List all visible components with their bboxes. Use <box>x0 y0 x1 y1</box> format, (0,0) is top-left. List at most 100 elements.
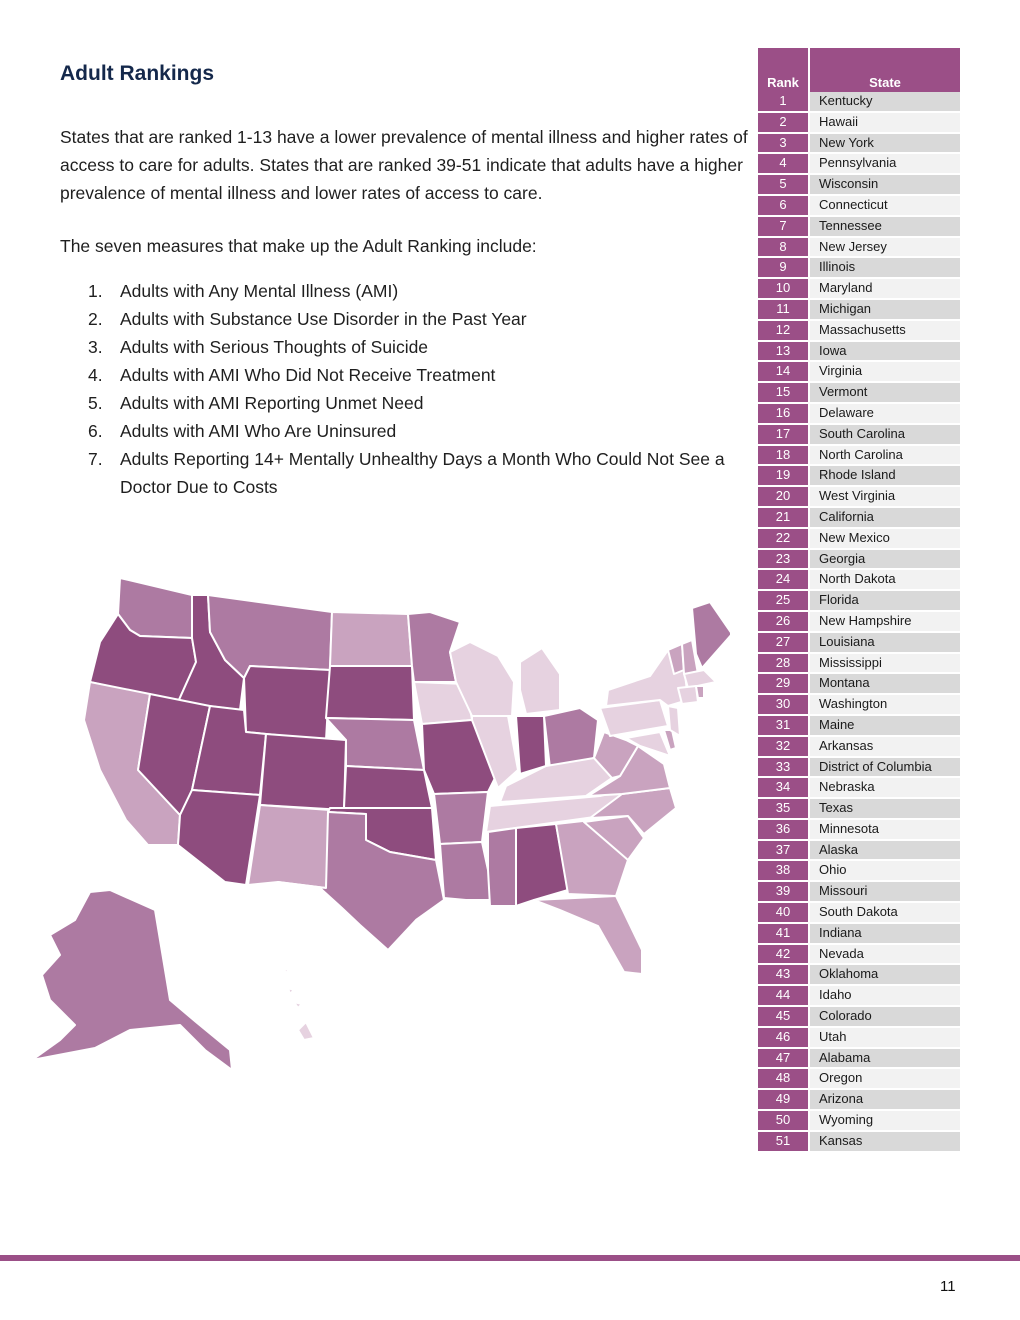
rank-cell: 28 <box>758 653 810 675</box>
state-column-header: State <box>810 48 960 92</box>
table-row: 9 Illinois <box>758 258 960 280</box>
table-row: 49 Arizona <box>758 1090 960 1112</box>
rank-cell: 34 <box>758 778 810 800</box>
state-rhode-island <box>695 685 705 699</box>
list-item: 3. Adults with Serious Thoughts of Suicid… <box>88 337 429 357</box>
state-south-carolina <box>583 815 645 861</box>
rank-cell: 39 <box>758 882 810 904</box>
state-wisconsin <box>449 641 515 717</box>
rank-cell: 25 <box>758 591 810 612</box>
rank-cell: 31 <box>758 715 810 737</box>
state-cell: Delaware <box>810 403 960 425</box>
table-row: 27 Louisiana <box>758 632 960 654</box>
state-cell: Texas <box>810 799 960 820</box>
state-cell: Colorado <box>810 1007 960 1028</box>
table-row: 51 Kansas <box>758 1131 960 1153</box>
state-cell: Iowa <box>810 341 960 363</box>
table-row: 15 Vermont <box>758 383 960 404</box>
table-row: 40 South Dakota <box>758 903 960 924</box>
rank-cell: 6 <box>758 195 810 217</box>
state-cell: Alabama <box>810 1048 960 1070</box>
rank-cell: 26 <box>758 611 810 633</box>
table-row: 8 New Jersey <box>758 237 960 259</box>
table-row: 26 New Hampshire <box>758 611 960 633</box>
state-cell: California <box>810 507 960 529</box>
table-row: 10 Maryland <box>758 279 960 300</box>
table-row: 29 Montana <box>758 674 960 696</box>
page-title: Adult Rankings <box>60 62 215 85</box>
table-row: 32 Arkansas <box>758 736 960 758</box>
rank-cell: 33 <box>758 757 810 779</box>
state-arkansas <box>433 791 489 845</box>
state-indiana <box>515 715 547 775</box>
table-row: 4 Pennsylvania <box>758 154 960 176</box>
state-hawaii <box>297 1021 315 1041</box>
rank-cell: 27 <box>758 632 810 654</box>
rank-cell: 12 <box>758 320 810 342</box>
state-cell: Montana <box>810 674 960 696</box>
state-michigan <box>519 647 561 715</box>
list-item: 5. Adults with AMI Reporting Unmet Need <box>88 393 424 413</box>
state-cell: Maryland <box>810 279 960 300</box>
table-row: 35 Texas <box>758 799 960 820</box>
state-cell: New Mexico <box>810 528 960 550</box>
state-cell: Massachusetts <box>810 320 960 342</box>
table-row: 30 Washington <box>758 695 960 716</box>
rank-column-header: Rank <box>758 48 810 92</box>
state-cell: District of Columbia <box>810 757 960 779</box>
table-row: 20 West Virginia <box>758 487 960 508</box>
state-kansas <box>343 765 433 809</box>
rank-cell: 49 <box>758 1090 810 1112</box>
rank-cell: 36 <box>758 819 810 841</box>
state-cell: Arizona <box>810 1090 960 1112</box>
rank-cell: 17 <box>758 424 810 446</box>
table-row: 6 Connecticut <box>758 195 960 217</box>
rank-cell: 30 <box>758 695 810 716</box>
state-cell: Arkansas <box>810 736 960 758</box>
state-massachusetts <box>683 669 717 689</box>
intro-paragraph: States that are ranked 1-13 have a lower… <box>60 127 748 203</box>
table-row: 25 Florida <box>758 591 960 612</box>
page-number: 11 <box>940 1278 956 1295</box>
rank-cell: 29 <box>758 674 810 696</box>
us-map <box>31 577 730 1071</box>
table-row: 45 Colorado <box>758 1007 960 1028</box>
table-row: 39 Missouri <box>758 882 960 904</box>
rank-cell: 4 <box>758 154 810 176</box>
rank-cell: 16 <box>758 403 810 425</box>
table-row: 22 New Mexico <box>758 528 960 550</box>
rank-cell: 50 <box>758 1111 810 1132</box>
rank-cell: 51 <box>758 1131 810 1153</box>
state-cell: Maine <box>810 715 960 737</box>
state-cell: Tennessee <box>810 216 960 238</box>
table-row: 23 Georgia <box>758 549 960 571</box>
state-cell: West Virginia <box>810 487 960 508</box>
rank-cell: 43 <box>758 965 810 987</box>
rank-cell: 3 <box>758 133 810 155</box>
state-cell: North Dakota <box>810 570 960 592</box>
table-row: 1 Kentucky <box>758 92 960 113</box>
rank-cell: 22 <box>758 528 810 550</box>
rank-cell: 18 <box>758 445 810 467</box>
state-north-dakota <box>329 611 413 667</box>
table-row: 47 Alabama <box>758 1048 960 1070</box>
rank-cell: 13 <box>758 341 810 363</box>
table-row: 33 District of Columbia <box>758 757 960 779</box>
state-wyoming <box>243 665 331 741</box>
state-florida <box>533 895 643 975</box>
state-cell: Nevada <box>810 944 960 966</box>
rank-cell: 9 <box>758 258 810 280</box>
list-item: 1. Adults with Any Mental Illness (AMI) <box>88 281 399 301</box>
state-cell: Louisiana <box>810 632 960 654</box>
table-row: 5 Wisconsin <box>758 175 960 196</box>
state-cell: Kansas <box>810 1131 960 1153</box>
table-row: 11 Michigan <box>758 299 960 321</box>
state-cell: Indiana <box>810 923 960 945</box>
state-south-dakota <box>325 665 415 721</box>
state-cell: Oregon <box>810 1069 960 1091</box>
table-row: 16 Delaware <box>758 403 960 425</box>
rank-cell: 15 <box>758 383 810 404</box>
state-cell: Vermont <box>810 383 960 404</box>
state-colorado <box>259 733 347 811</box>
state-new-jersey <box>667 705 681 737</box>
